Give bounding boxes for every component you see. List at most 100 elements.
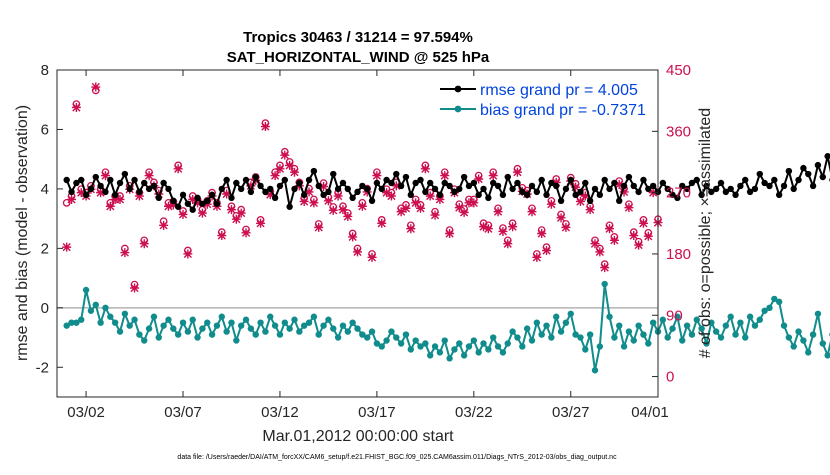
- rmse-point: [111, 191, 119, 199]
- bias-point: [233, 337, 240, 344]
- bias-point: [465, 343, 473, 350]
- obs-assimilated-point: [464, 198, 474, 208]
- rmse-point: [407, 191, 415, 199]
- bias-point: [170, 325, 177, 332]
- rmse-point: [567, 176, 574, 184]
- obs-assimilated-point: [319, 181, 329, 191]
- bias-point: [805, 349, 812, 356]
- rmse-point: [296, 179, 303, 187]
- bias-point: [155, 334, 162, 341]
- bias-point: [368, 328, 376, 335]
- rmse-point: [679, 182, 686, 190]
- obs-assimilated-point: [76, 188, 86, 198]
- rmse-point: [780, 182, 788, 190]
- rmse-point: [664, 185, 671, 193]
- bias-point: [577, 334, 584, 341]
- rmse-point: [262, 188, 269, 196]
- bias-point: [630, 337, 637, 344]
- rmse-point: [393, 170, 400, 178]
- bias-point: [446, 355, 453, 362]
- bias-point: [189, 316, 196, 323]
- obs-assimilated-point: [474, 174, 484, 184]
- obs-assimilated-point: [159, 220, 169, 230]
- obs-assimilated-point: [314, 222, 324, 232]
- rmse-point: [194, 194, 201, 202]
- rmse-point: [553, 182, 560, 190]
- bias-point: [208, 331, 216, 338]
- obs-assimilated-point: [532, 252, 542, 262]
- plot-area: [57, 82, 830, 374]
- bias-point: [494, 343, 502, 350]
- obs-assimilated-point: [411, 198, 421, 208]
- rmse-point: [213, 200, 221, 207]
- bias-point: [422, 340, 429, 347]
- obs-assimilated-point: [236, 208, 246, 218]
- rmse-point: [451, 188, 458, 196]
- obs-assimilated-point: [488, 171, 498, 181]
- obs-assimilated-point: [100, 171, 110, 181]
- bias-point: [136, 331, 143, 338]
- rmse-point: [616, 197, 623, 204]
- obs-assimilated-point: [246, 181, 256, 191]
- obs-assimilated-point: [130, 283, 140, 293]
- bias-point: [475, 349, 482, 356]
- data-file-footnote: data file: /Users/raeder/DAI/ATM_forcXX/…: [177, 454, 617, 461]
- bias-point: [732, 331, 739, 338]
- rmse-point: [271, 194, 279, 202]
- bias-point: [616, 322, 623, 329]
- rmse-point: [460, 173, 468, 181]
- obs-assimilated-point: [188, 194, 198, 204]
- bias-point: [606, 313, 613, 320]
- obs-assimilated-point: [416, 203, 426, 213]
- rmse-point: [742, 176, 749, 184]
- rmse-point: [645, 185, 652, 193]
- bias-point: [460, 352, 468, 359]
- rmse-point: [480, 185, 487, 193]
- rmse-point: [165, 185, 172, 193]
- obs-assimilated-point: [590, 239, 600, 249]
- bias-point: [553, 313, 560, 320]
- rmse-point: [640, 176, 647, 184]
- rmse-point: [577, 188, 584, 196]
- rmse-point: [485, 194, 492, 202]
- rmse-point: [170, 197, 177, 204]
- obs-assimilated-point: [580, 191, 590, 201]
- rmse-point: [446, 182, 453, 190]
- obs-assimilated-point: [202, 199, 212, 209]
- rmse-point: [688, 179, 696, 187]
- rmse-point: [354, 188, 361, 196]
- bias-point: [242, 316, 250, 323]
- bias-point: [349, 319, 356, 326]
- rmse-point: [708, 188, 715, 196]
- bias-point: [218, 313, 225, 320]
- obs-assimilated-point: [454, 203, 464, 213]
- obs-assimilated-point: [556, 213, 566, 223]
- bias-point: [102, 304, 109, 312]
- chart-title-line2: SAT_HORIZONTAL_WIND @ 525 hPa: [227, 49, 490, 66]
- series-bias: [63, 280, 830, 374]
- obs-assimilated-point: [260, 122, 270, 132]
- bias-point: [63, 322, 70, 329]
- bias-point: [698, 325, 705, 332]
- obs-assimilated-point: [503, 239, 513, 249]
- rmse-point: [174, 203, 182, 210]
- obs-assimilated-point: [241, 228, 251, 238]
- obs-assimilated-point: [289, 167, 299, 177]
- rmse-point: [368, 197, 376, 204]
- y-right-tick-label: 0: [666, 369, 674, 386]
- rmse-point: [320, 191, 327, 199]
- bias-point: [267, 313, 274, 320]
- obs-assimilated-point: [382, 188, 392, 198]
- rmse-point: [790, 185, 797, 193]
- obs-assimilated-point: [115, 194, 125, 204]
- obs-assimilated-point: [197, 208, 207, 218]
- rmse-point: [334, 185, 342, 193]
- bias-point: [431, 343, 439, 350]
- rmse-point: [359, 182, 366, 190]
- bias-point: [586, 331, 594, 338]
- rmse-point: [712, 185, 720, 193]
- obs-assimilated-point: [614, 179, 624, 189]
- bias-point: [344, 328, 352, 335]
- y-tick-label: -2: [36, 359, 49, 376]
- bias-point: [165, 316, 172, 323]
